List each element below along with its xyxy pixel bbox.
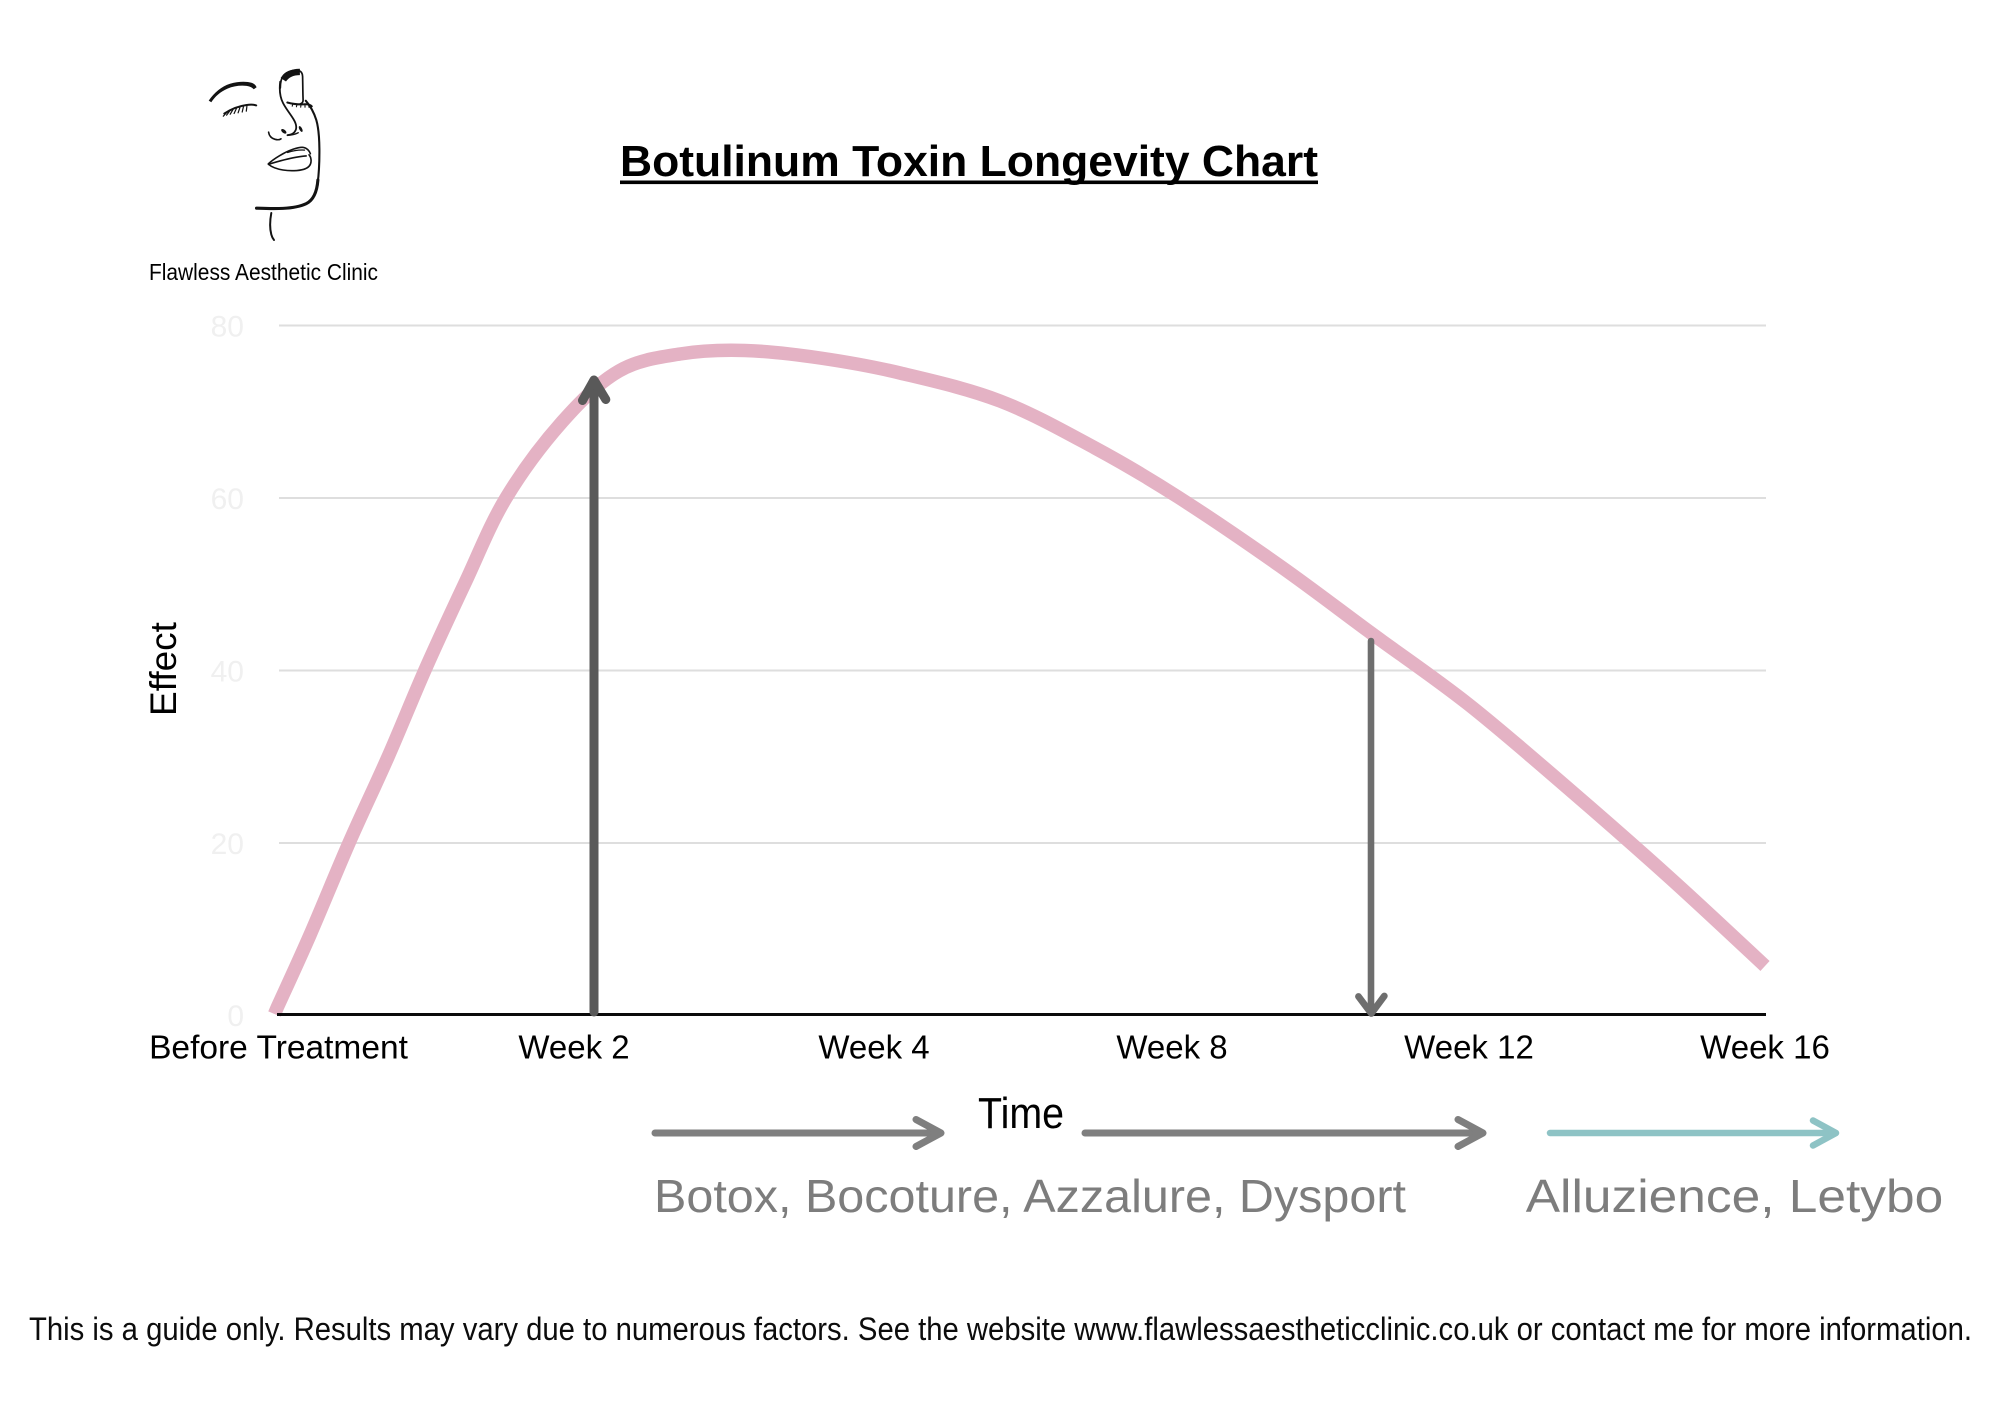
svg-text:0: 0 <box>227 1000 244 1033</box>
svg-text:80: 80 <box>211 310 244 343</box>
svg-text:Week 2: Week 2 <box>518 1029 629 1066</box>
svg-text:Flawless Aesthetic Clinic: Flawless Aesthetic Clinic <box>149 259 378 285</box>
svg-text:Effect: Effect <box>143 621 184 716</box>
svg-text:This is a guide only. Results: This is a guide only. Results may vary d… <box>29 1311 1972 1347</box>
svg-text:Botulinum Toxin Longevity Char: Botulinum Toxin Longevity Chart <box>620 137 1318 186</box>
svg-text:40: 40 <box>211 655 244 688</box>
svg-text:Week 16: Week 16 <box>1700 1029 1830 1066</box>
svg-text:Week 12: Week 12 <box>1404 1029 1534 1066</box>
svg-text:Week 4: Week 4 <box>818 1029 929 1066</box>
svg-text:Before Treatment: Before Treatment <box>149 1029 408 1066</box>
svg-text:20: 20 <box>211 828 244 861</box>
svg-text:60: 60 <box>211 483 244 516</box>
svg-text:Alluzience, Letybo: Alluzience, Letybo <box>1526 1170 1944 1222</box>
svg-text:Botox, Bocoture, Azzalure, Dys: Botox, Bocoture, Azzalure, Dysport <box>654 1170 1406 1222</box>
svg-text:Time: Time <box>978 1089 1064 1138</box>
svg-text:Week 8: Week 8 <box>1116 1029 1227 1066</box>
